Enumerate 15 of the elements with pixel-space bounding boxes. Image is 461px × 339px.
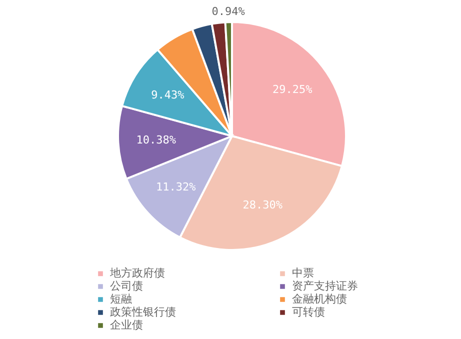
legend-label: 政策性银行债 <box>110 306 176 318</box>
data-label: 29.25% <box>272 82 313 96</box>
data-label: 9.43% <box>151 88 185 102</box>
data-label: 11.32% <box>156 180 196 194</box>
legend-label: 公司债 <box>110 280 143 292</box>
legend-label: 金融机构债 <box>292 292 347 306</box>
legend-label: 资产支持证券 <box>292 280 358 292</box>
data-label: 0.94% <box>212 5 246 18</box>
legend-label: 短融 <box>110 292 132 306</box>
legend-label: 可转债 <box>292 306 325 318</box>
data-label: 10.38% <box>136 133 176 146</box>
legend-label: 中票 <box>292 266 314 280</box>
legend-label: 企业债 <box>110 318 143 332</box>
data-label: 28.30% <box>242 198 283 212</box>
legend-label: 地方政府债 <box>109 266 165 280</box>
